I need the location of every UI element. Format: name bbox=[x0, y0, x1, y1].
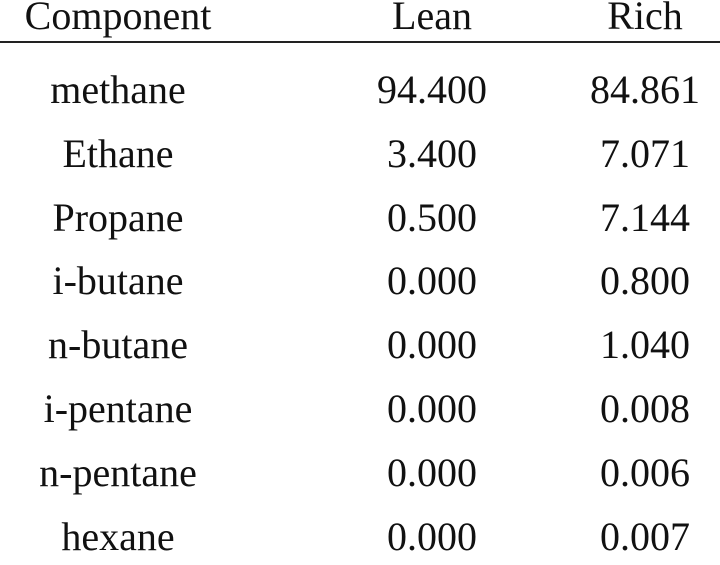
component-cell: n-pentane bbox=[39, 449, 197, 495]
value-cell: 0.800 bbox=[600, 258, 690, 304]
value-cell: 3.400 bbox=[387, 130, 477, 176]
value-cell: 0.500 bbox=[387, 194, 477, 240]
header-cell: Component bbox=[24, 0, 212, 38]
value-cell: 0.000 bbox=[387, 386, 477, 431]
component-cell: Ethane bbox=[62, 130, 174, 176]
value-cell: 0.000 bbox=[387, 322, 477, 368]
component-cell: methane bbox=[50, 67, 186, 112]
component-cell: hexane bbox=[61, 513, 175, 559]
value-cell: 0.006 bbox=[600, 449, 690, 495]
component-cell: i-butane bbox=[52, 258, 184, 304]
header-cell: Rich bbox=[607, 0, 683, 38]
value-cell: 94.400 bbox=[377, 67, 487, 112]
header-cell: Lean bbox=[392, 0, 472, 38]
value-cell: 84.861 bbox=[590, 67, 700, 112]
value-cell: 0.000 bbox=[387, 449, 477, 495]
value-cell: 0.007 bbox=[600, 513, 690, 559]
value-cell: 7.144 bbox=[600, 194, 690, 240]
value-cell: 1.040 bbox=[600, 322, 690, 368]
component-cell: n-butane bbox=[48, 322, 188, 368]
value-cell: 0.008 bbox=[600, 386, 690, 431]
component-cell: i-pentane bbox=[43, 386, 193, 431]
header-rule bbox=[0, 41, 720, 43]
component-cell: Propane bbox=[52, 194, 184, 240]
value-cell: 0.000 bbox=[387, 258, 477, 304]
value-cell: 0.000 bbox=[387, 513, 477, 559]
value-cell: 7.071 bbox=[600, 130, 690, 176]
